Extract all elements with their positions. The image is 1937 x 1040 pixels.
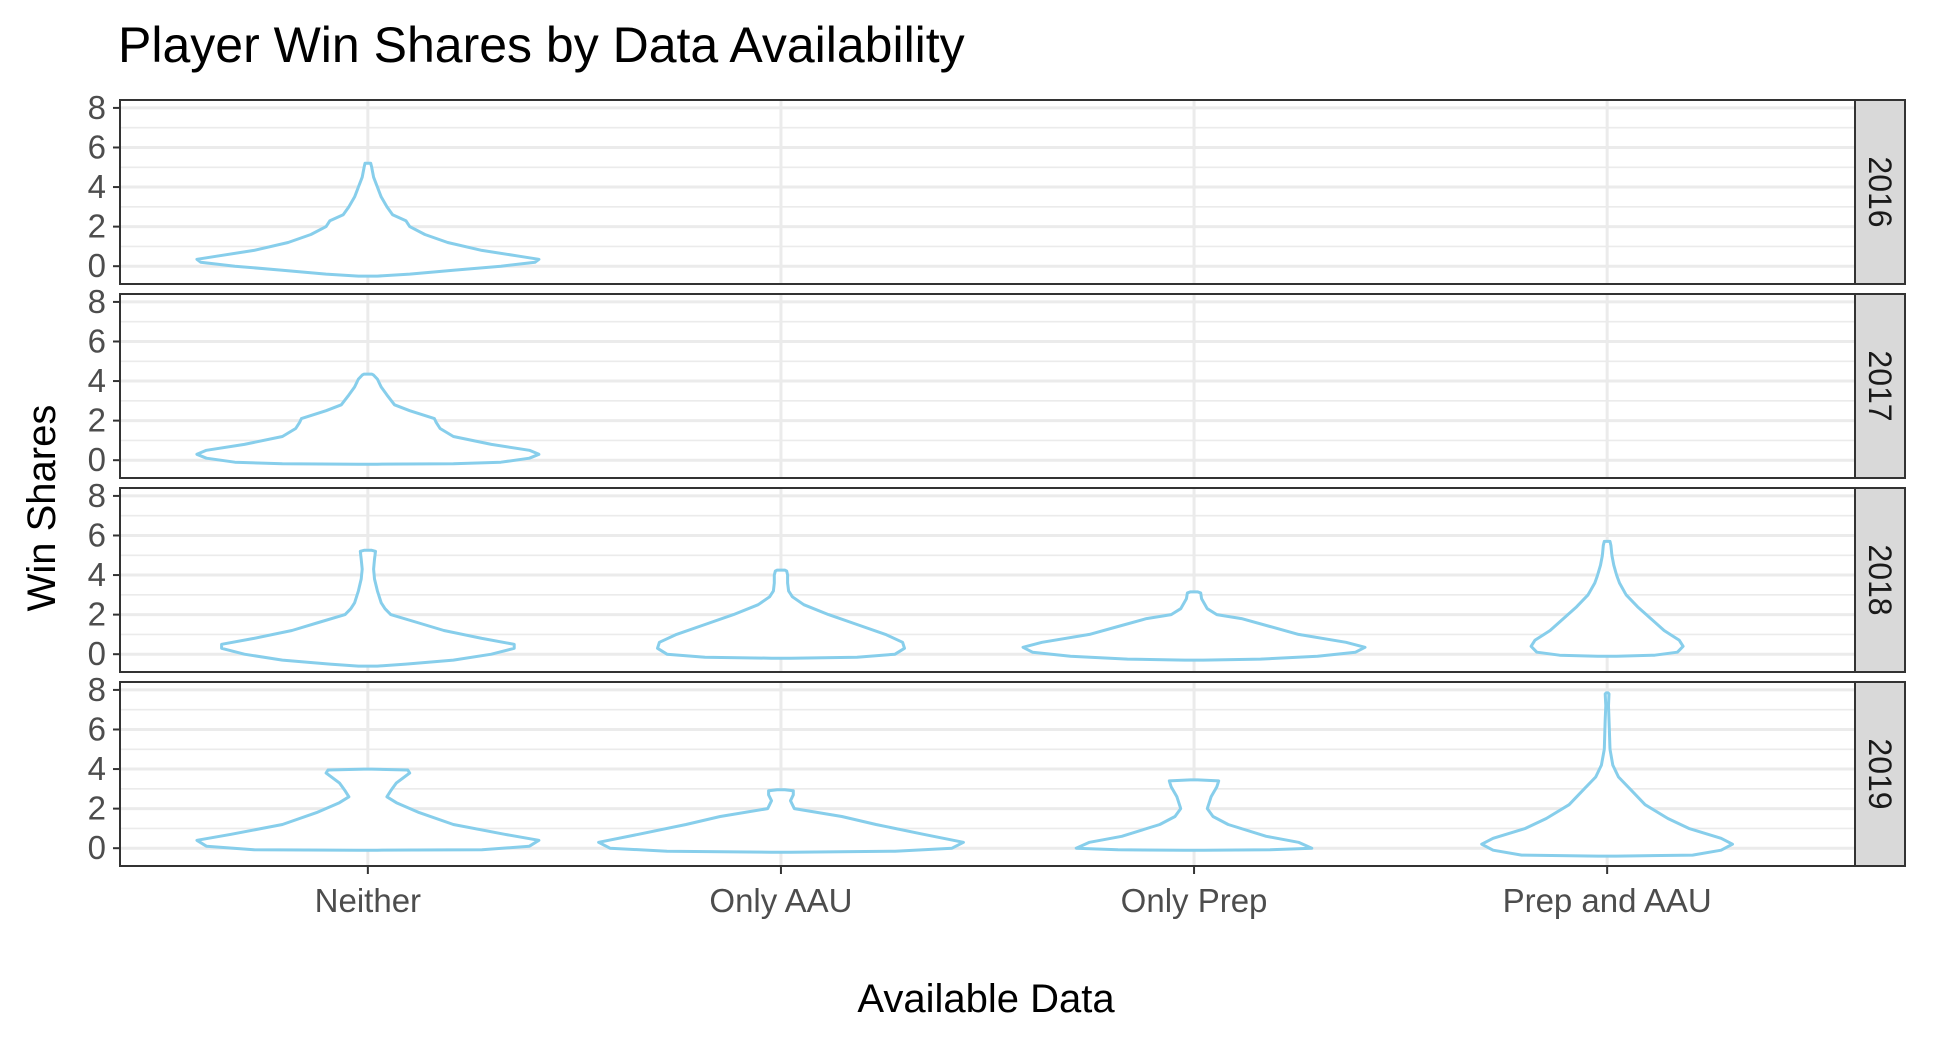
y-tick-label: 0	[88, 441, 106, 478]
x-axis-title: Available Data	[857, 977, 1115, 1021]
y-tick-label: 0	[88, 829, 106, 866]
violin-only-prep	[1074, 778, 1314, 852]
chart-title: Player Win Shares by Data Availability	[118, 17, 965, 73]
y-tick-label: 4	[88, 556, 106, 593]
x-tick-label: Prep and AAU	[1503, 882, 1712, 919]
y-tick-label: 8	[88, 283, 106, 320]
y-tick-label: 6	[88, 710, 106, 747]
facet-strip	[1854, 681, 1906, 867]
violin-prep-and-aau	[1480, 691, 1734, 858]
y-tick-label: 4	[88, 362, 106, 399]
y-tick-label: 6	[88, 128, 106, 165]
y-tick-label: 2	[88, 208, 106, 245]
y-tick-label: 6	[88, 516, 106, 553]
violin-prep-and-aau	[1529, 539, 1685, 658]
y-tick-label: 0	[88, 247, 106, 284]
facet-strip-label: 2017	[1862, 350, 1898, 421]
y-tick-label: 4	[88, 750, 106, 787]
facet-strip	[1854, 487, 1906, 673]
x-tick-label: Only AAU	[709, 882, 852, 919]
facet-strip-label: 2018	[1862, 544, 1898, 615]
violin-neither	[220, 548, 516, 668]
y-tick-label: 8	[88, 477, 106, 514]
violin-neither	[195, 767, 541, 852]
facet-strip-label: 2019	[1862, 738, 1898, 809]
y-axis-title: Win Shares	[20, 405, 64, 612]
y-tick-label: 8	[88, 89, 106, 126]
facet-strip-label: 2016	[1862, 156, 1898, 227]
y-tick-label: 2	[88, 790, 106, 827]
violin-only-aau	[597, 788, 965, 854]
y-tick-label: 6	[88, 322, 106, 359]
x-tick-label: Only Prep	[1121, 882, 1268, 919]
x-axis-ticks: Neither Only AAU Only Prep Prep and AAU	[315, 866, 1712, 919]
violin-only-aau	[656, 568, 906, 660]
y-tick-label: 4	[88, 168, 106, 205]
x-tick-label: Neither	[315, 882, 421, 919]
violin-only-prep	[1021, 590, 1367, 662]
violin-neither	[195, 372, 541, 466]
facet-strip	[1854, 293, 1906, 479]
y-tick-label: 2	[88, 596, 106, 633]
facet-strip	[1854, 99, 1906, 285]
violin-neither	[195, 161, 541, 278]
y-tick-label: 0	[88, 635, 106, 672]
y-tick-label: 8	[88, 671, 106, 708]
y-tick-label: 2	[88, 402, 106, 439]
